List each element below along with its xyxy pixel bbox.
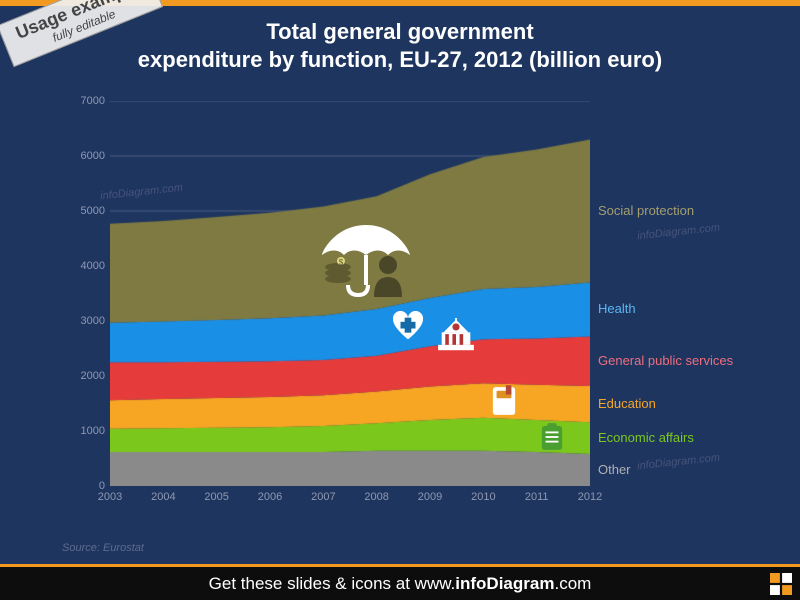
x-tick-label: 2011 [525, 491, 549, 503]
umbrella-icon: $ [316, 221, 416, 301]
x-tick-label: 2008 [364, 491, 388, 503]
legend-label-education: Education [598, 396, 656, 411]
slide-root: Usage example fully editable Total gener… [0, 0, 800, 600]
clipboard-icon [540, 422, 564, 452]
legend-labels: Other Economic affairs Education General pu… [598, 101, 753, 486]
chart-area: 01000200030004000500060007000 $ 20032004… [50, 91, 750, 521]
book-icon [491, 385, 517, 417]
legend-label-social-protection: Social protection [598, 203, 694, 218]
y-tick-label: 3000 [65, 315, 105, 327]
x-tick-label: 2003 [98, 491, 122, 503]
legend-label-health: Health [598, 301, 636, 316]
y-tick-label: 2000 [65, 370, 105, 382]
y-tick-label: 1000 [65, 425, 105, 437]
source-label: Source: Eurostat [62, 542, 144, 554]
footer-brand: infoDiagram [455, 574, 554, 594]
title-line2: expenditure by function, EU-27, 2012 (bi… [0, 46, 800, 74]
y-axis: 01000200030004000500060007000 [65, 101, 105, 486]
x-tick-label: 2005 [204, 491, 228, 503]
chart-panel: $ [110, 101, 590, 486]
heart-medical-icon [391, 311, 425, 341]
x-tick-label: 2012 [578, 491, 602, 503]
logo-icon [770, 573, 792, 595]
x-tick-label: 2007 [311, 491, 335, 503]
footer-prefix: Get these slides & icons at www. [209, 574, 456, 594]
svg-text:$: $ [338, 258, 343, 267]
x-tick-label: 2010 [471, 491, 495, 503]
x-tick-label: 2006 [258, 491, 282, 503]
legend-label-other: Other [598, 462, 631, 477]
y-tick-label: 6000 [65, 150, 105, 162]
x-axis: 2003200420052006200720082009201020112012 [110, 491, 590, 511]
government-building-icon [436, 318, 476, 352]
chart-title: Total general government expenditure by … [0, 18, 800, 74]
legend-label-economic-affairs: Economic affairs [598, 430, 694, 445]
y-tick-label: 5000 [65, 205, 105, 217]
x-tick-label: 2004 [151, 491, 175, 503]
legend-label-general-public-services: General public services [598, 353, 733, 368]
x-tick-label: 2009 [418, 491, 442, 503]
y-tick-label: 7000 [65, 95, 105, 107]
footer-suffix: .com [554, 574, 591, 594]
y-tick-label: 4000 [65, 260, 105, 272]
footer-bar: Get these slides & icons at www. infoDia… [0, 564, 800, 600]
